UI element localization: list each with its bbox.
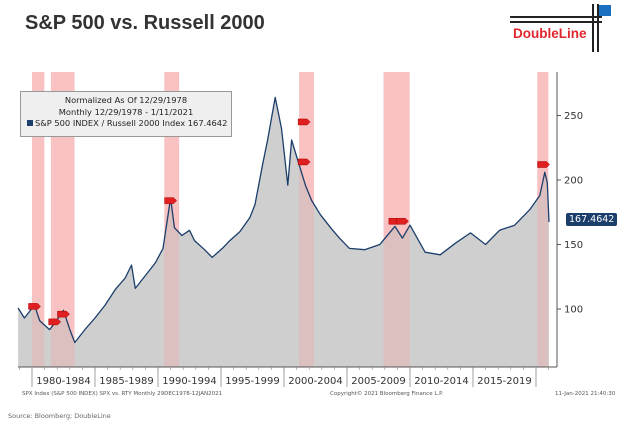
x-tick-label: 2015-2019 [477,376,532,387]
footer-copyright: Copyright© 2021 Bloomberg Finance L.P. [330,391,444,397]
event-marker [28,303,41,310]
footer-timestamp: 11-Jan-2021 21:40:30 [555,391,616,397]
event-marker [537,161,550,168]
x-tick-label: 2005-2009 [351,376,406,387]
series-line [17,96,550,344]
legend-swatch [27,120,33,126]
y-tick-label: 150 [564,240,583,251]
chart-legend: Normalized As Of 12/29/1978 Monthly 12/2… [20,91,232,137]
x-tick-label: 1995-1999 [225,376,280,387]
event-marker [48,318,62,326]
recession-band-overlay [537,72,549,367]
x-tick-label: 1985-1989 [99,376,154,387]
event-marker [57,310,70,318]
chart-title: S&P 500 vs. Russell 2000 [25,12,265,34]
logo-text: DoubleLine [513,26,587,41]
recession-band-overlay [32,72,45,367]
legend-line-2: Monthly 12/29/1978 - 1/11/2021 [58,106,194,117]
event-marker [297,158,311,166]
recession-band [32,72,45,367]
recession-band-overlay [299,72,314,367]
event-marker [164,197,177,204]
last-value-label: 167.4642 [566,213,618,226]
x-tick-label: 2010-2014 [414,376,469,387]
y-tick-label: 250 [564,111,583,122]
series-area [18,97,550,368]
legend-series-entry: S&P 500 INDEX / Russell 2000 Index 167.4… [21,118,231,130]
x-tick-label: 2000-2004 [288,376,343,387]
recession-band [50,72,75,367]
legend-series-label: S&P 500 INDEX / Russell 2000 Index 167.4… [35,118,228,128]
logo-line [592,4,594,52]
source-note: Source: Bloomberg; DoubleLine [8,412,111,420]
event-marker [396,218,409,225]
logo-line [597,4,599,52]
logo-line [510,21,602,23]
y-tick-label: 100 [564,305,583,316]
footer-series-info: SPX Index (S&P 500 INDEX) SPX vs. RTY Mo… [22,391,223,397]
recession-band-overlay [164,72,180,367]
x-tick-label: 1990-1994 [162,376,217,387]
y-tick-label: 200 [564,176,583,187]
doubleline-logo: DoubleLine [510,4,611,54]
logo-line [510,16,602,18]
x-tick-label: 1980-1984 [36,376,91,387]
legend-line-1: Normalized As Of 12/29/1978 [64,95,188,105]
logo-square [599,5,611,16]
recession-band-overlay [50,72,75,367]
event-marker [297,118,311,126]
